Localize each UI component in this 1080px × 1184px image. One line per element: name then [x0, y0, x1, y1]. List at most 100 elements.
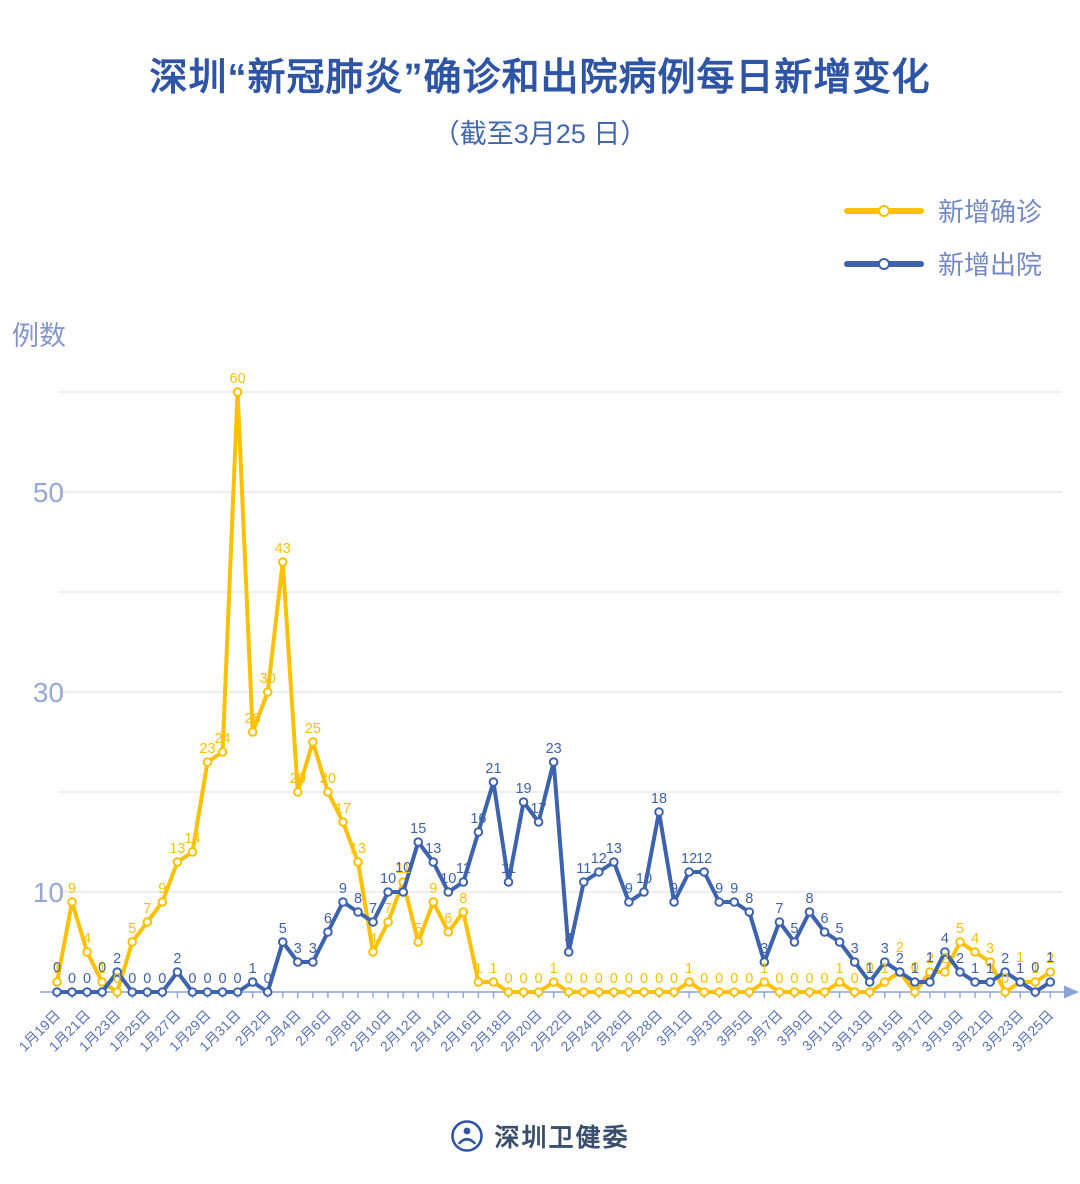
svg-text:0: 0 — [700, 971, 708, 987]
svg-text:0: 0 — [625, 971, 633, 987]
svg-text:4: 4 — [83, 931, 91, 947]
svg-text:13: 13 — [606, 841, 622, 857]
svg-text:1: 1 — [866, 961, 874, 977]
footer-brand-text: 深圳卫健委 — [494, 1124, 630, 1152]
svg-text:0: 0 — [504, 971, 512, 987]
svg-text:2: 2 — [1046, 951, 1054, 967]
svg-text:0: 0 — [143, 971, 151, 987]
svg-text:11: 11 — [396, 861, 411, 877]
svg-text:2: 2 — [1001, 951, 1009, 967]
svg-text:2: 2 — [896, 951, 904, 967]
svg-text:15: 15 — [410, 821, 426, 837]
svg-text:13: 13 — [169, 841, 185, 857]
svg-text:1: 1 — [489, 961, 497, 977]
svg-text:1: 1 — [685, 961, 693, 977]
svg-text:0: 0 — [911, 960, 919, 976]
svg-text:0: 0 — [851, 971, 859, 987]
svg-text:0: 0 — [520, 971, 528, 987]
chart-canvas: 1030501月19日1月21日1月23日1月25日1月27日1月29日1月31… — [15, 371, 1079, 1054]
svg-text:1: 1 — [836, 961, 844, 977]
svg-text:9: 9 — [158, 881, 166, 897]
svg-text:11: 11 — [576, 861, 591, 877]
svg-text:17: 17 — [531, 801, 547, 817]
svg-text:0: 0 — [219, 971, 227, 987]
svg-text:14: 14 — [184, 831, 200, 847]
legend-item-discharged: 新增出院 — [843, 245, 1042, 282]
svg-text:7: 7 — [369, 901, 377, 917]
svg-text:1: 1 — [249, 961, 257, 977]
svg-text:4: 4 — [565, 931, 573, 947]
svg-text:20: 20 — [290, 771, 306, 787]
svg-text:0: 0 — [640, 971, 648, 987]
svg-text:5: 5 — [414, 921, 422, 937]
svg-text:3: 3 — [881, 941, 889, 957]
svg-text:8: 8 — [354, 891, 362, 907]
svg-text:1: 1 — [98, 961, 106, 977]
svg-text:10: 10 — [395, 860, 411, 876]
svg-text:21: 21 — [485, 761, 501, 777]
svg-text:0: 0 — [775, 971, 783, 987]
svg-text:0: 0 — [264, 971, 272, 987]
svg-text:0: 0 — [53, 960, 61, 976]
svg-text:5: 5 — [790, 921, 798, 937]
svg-text:4: 4 — [971, 931, 979, 947]
footer-brand: 深圳卫健委 — [0, 1118, 1080, 1154]
discharged-line-swatch — [843, 257, 924, 270]
svg-text:0: 0 — [234, 971, 242, 987]
svg-text:2: 2 — [926, 951, 934, 967]
svg-text:8: 8 — [805, 891, 813, 907]
confirmed-line-swatch — [843, 204, 924, 217]
svg-text:0: 0 — [158, 971, 166, 987]
svg-text:0: 0 — [821, 971, 829, 987]
svg-text:1: 1 — [926, 950, 934, 966]
svg-text:0: 0 — [655, 971, 663, 987]
svg-text:25: 25 — [305, 721, 321, 737]
svg-text:9: 9 — [730, 881, 738, 897]
svg-text:2: 2 — [896, 940, 904, 956]
chart-legend: 新增确诊 新增出院 — [843, 192, 1042, 282]
svg-text:1: 1 — [881, 961, 889, 977]
y-axis-unit-label: 例数 — [12, 321, 66, 351]
svg-text:6: 6 — [324, 911, 332, 927]
svg-text:0: 0 — [1031, 960, 1039, 976]
legend-label-discharged: 新增出院 — [937, 250, 1042, 280]
svg-text:1: 1 — [760, 961, 768, 977]
svg-text:13: 13 — [425, 841, 441, 857]
svg-text:30: 30 — [260, 671, 276, 687]
svg-text:0: 0 — [610, 971, 618, 987]
svg-text:6: 6 — [444, 911, 452, 927]
svg-text:12: 12 — [696, 851, 712, 867]
svg-text:2: 2 — [113, 951, 121, 967]
svg-text:10: 10 — [636, 871, 652, 887]
svg-text:0: 0 — [730, 971, 738, 987]
svg-text:3: 3 — [760, 941, 768, 957]
svg-text:6: 6 — [821, 911, 829, 927]
svg-text:1: 1 — [1046, 950, 1054, 966]
shenzhen-health-commission-logo-icon — [451, 1120, 484, 1152]
svg-text:50: 50 — [33, 477, 64, 508]
svg-text:3: 3 — [309, 941, 317, 957]
svg-text:0: 0 — [535, 971, 543, 987]
svg-text:18: 18 — [651, 791, 667, 807]
svg-text:12: 12 — [681, 851, 697, 867]
svg-text:5: 5 — [279, 921, 287, 937]
svg-text:17: 17 — [335, 801, 351, 817]
svg-text:0: 0 — [68, 971, 76, 987]
svg-text:23: 23 — [199, 741, 215, 757]
svg-text:30: 30 — [33, 677, 64, 708]
svg-text:9: 9 — [715, 881, 723, 897]
svg-text:20: 20 — [320, 771, 336, 787]
svg-text:11: 11 — [456, 861, 471, 877]
svg-text:1: 1 — [971, 961, 979, 977]
svg-text:0: 0 — [565, 971, 573, 987]
svg-text:9: 9 — [429, 881, 437, 897]
svg-text:0: 0 — [113, 971, 121, 987]
svg-text:23: 23 — [546, 741, 562, 757]
svg-text:9: 9 — [625, 881, 633, 897]
svg-text:4: 4 — [941, 931, 949, 947]
svg-text:7: 7 — [384, 901, 392, 917]
svg-text:43: 43 — [275, 541, 291, 557]
svg-text:1: 1 — [53, 961, 61, 977]
svg-text:0: 0 — [670, 971, 678, 987]
